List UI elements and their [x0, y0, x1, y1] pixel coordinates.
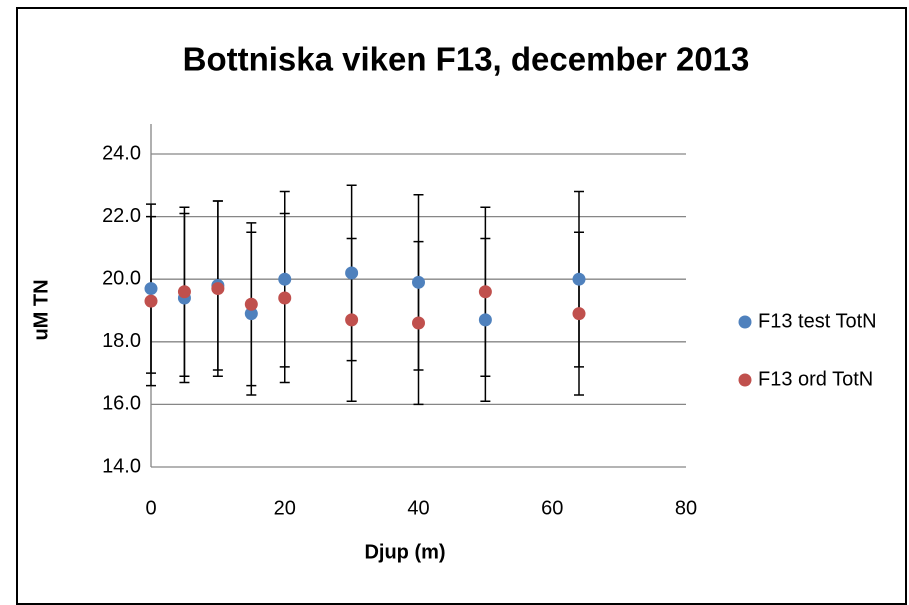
data-point — [177, 285, 191, 299]
data-point — [278, 272, 292, 286]
data-point — [478, 285, 492, 299]
data-point — [244, 297, 258, 311]
y-tick-label: 20.0 — [102, 267, 141, 289]
y-tick-label: 14.0 — [102, 455, 141, 477]
chart-title: Bottniska viken F13, december 2013 — [183, 41, 750, 78]
x-tick-label: 60 — [541, 497, 563, 519]
data-point — [345, 313, 359, 327]
chart-frame — [16, 7, 907, 605]
data-point — [345, 266, 359, 280]
legend-label: F13 test TotN — [758, 310, 877, 332]
data-point — [144, 282, 158, 296]
legend-marker — [738, 373, 752, 387]
x-tick-label: 80 — [675, 497, 697, 519]
data-point — [278, 291, 292, 305]
data-point — [211, 282, 225, 296]
data-point — [244, 307, 258, 321]
data-point — [412, 316, 425, 330]
data-point — [144, 294, 158, 308]
data-point — [412, 275, 425, 289]
legend-marker — [738, 315, 752, 329]
data-point — [572, 272, 586, 286]
legend-label: F13 ord TotN — [758, 368, 873, 390]
x-tick-label: 20 — [274, 497, 296, 519]
y-tick-label: 18.0 — [102, 330, 141, 352]
data-point — [572, 307, 586, 321]
y-axis-label: uM TN — [30, 279, 52, 340]
y-tick-label: 16.0 — [102, 393, 141, 415]
y-tick-label: 24.0 — [102, 142, 141, 164]
data-point — [478, 313, 492, 327]
x-tick-label: 40 — [407, 497, 429, 519]
y-tick-label: 22.0 — [102, 205, 141, 227]
x-axis-label: Djup (m) — [364, 541, 445, 563]
x-tick-label: 0 — [145, 497, 156, 519]
